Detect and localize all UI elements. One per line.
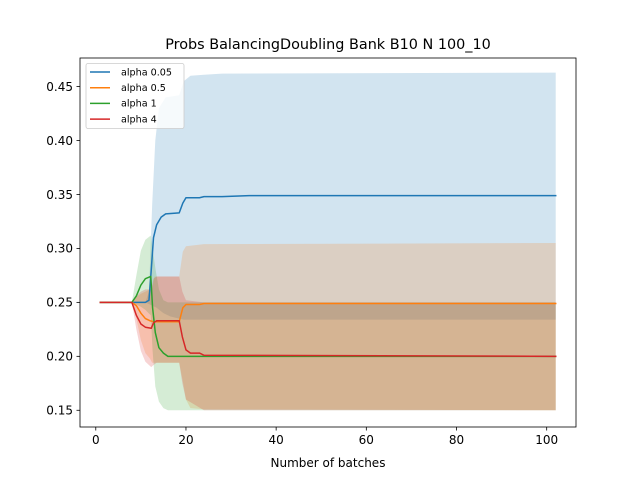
band-series-1 bbox=[100, 243, 556, 411]
x-tick-label: 60 bbox=[359, 433, 374, 447]
line-series-3 bbox=[99, 301, 557, 358]
y-tick-label: 0.40 bbox=[46, 134, 73, 148]
x-tick-label: 80 bbox=[449, 433, 464, 447]
y-tick-label: 0.25 bbox=[46, 296, 73, 310]
x-tick-label: 40 bbox=[269, 433, 284, 447]
legend-box bbox=[85, 63, 185, 129]
line-series-0 bbox=[99, 194, 557, 304]
x-tick-label: 20 bbox=[178, 433, 193, 447]
x-tick-label: 100 bbox=[535, 433, 558, 447]
band-series-3 bbox=[100, 276, 556, 411]
y-tick-label: 0.20 bbox=[46, 350, 73, 364]
y-axis-ticks: 0.15 0.20 0.25 0.30 0.35 0.40 0.45 bbox=[46, 80, 80, 418]
line-series-2 bbox=[99, 275, 557, 358]
y-tick-label: 0.45 bbox=[46, 80, 73, 94]
x-axis-ticks: 0 20 40 60 80 100 bbox=[92, 427, 558, 447]
legend-label-2: alpha 1 bbox=[121, 99, 157, 110]
x-tick-label: 0 bbox=[92, 433, 100, 447]
series-lines bbox=[99, 194, 557, 358]
y-tick-label: 0.35 bbox=[46, 188, 73, 202]
plot-frame bbox=[79, 57, 577, 428]
legend-label-3: alpha 4 bbox=[121, 114, 157, 125]
chart-title: Probs BalancingDoubling Bank B10 N 100_1… bbox=[165, 37, 491, 53]
y-tick-label: 0.15 bbox=[46, 404, 73, 418]
x-axis-label: Number of batches bbox=[271, 456, 386, 470]
legend: alpha 0.05 alpha 0.5 alpha 1 alpha 4 bbox=[85, 63, 185, 129]
legend-label-0: alpha 0.05 bbox=[121, 67, 172, 78]
legend-label-1: alpha 0.5 bbox=[121, 83, 166, 94]
band-series-2 bbox=[100, 235, 556, 411]
y-tick-label: 0.30 bbox=[46, 242, 73, 256]
